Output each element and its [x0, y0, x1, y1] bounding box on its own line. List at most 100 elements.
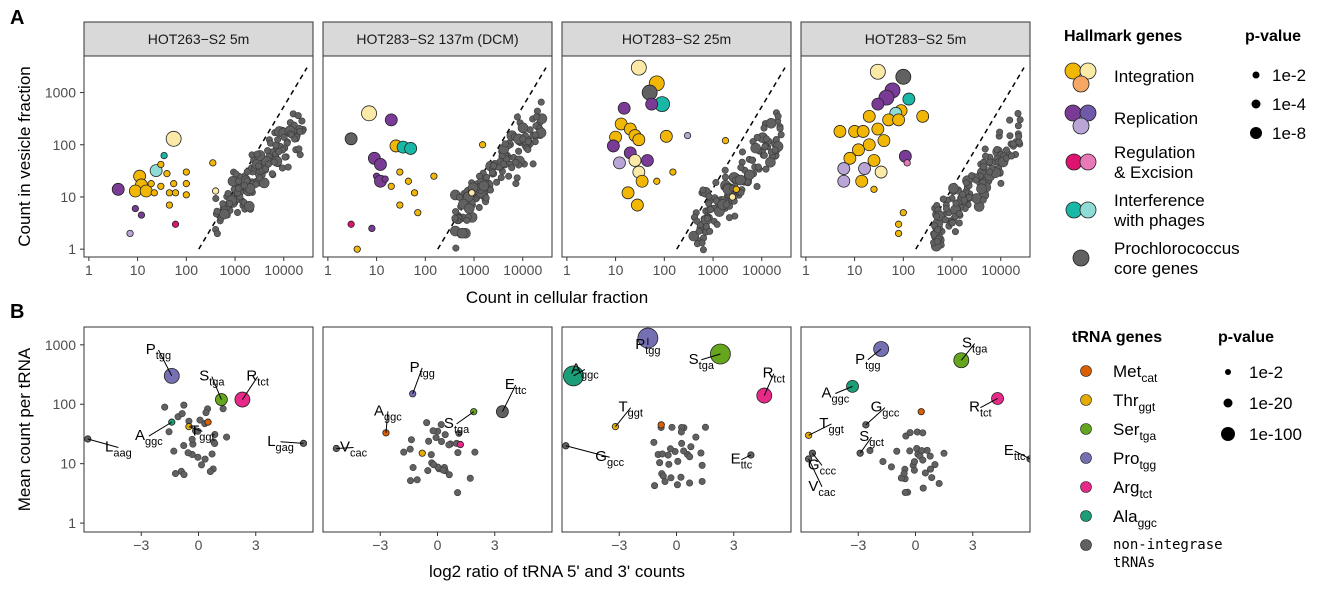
- x-axis-title-b: log2 ratio of tRNA 5' and 3' counts: [429, 562, 685, 581]
- x-tick-label: 10: [608, 262, 624, 278]
- core-gene-point: [524, 146, 532, 154]
- hallmark-gene-point: [869, 63, 886, 80]
- non-integrase-trna-point: [429, 427, 437, 435]
- trna-label-subscript: aag: [113, 448, 131, 460]
- x-tick-label: 100: [414, 262, 438, 278]
- core-gene-point: [955, 209, 963, 217]
- trna-label-subscript: tga: [454, 424, 470, 436]
- hallmark-gene-point: [894, 220, 903, 228]
- y-tick-label: 100: [53, 137, 77, 153]
- x-tick-label: 10: [847, 262, 863, 278]
- trna-point: [917, 408, 925, 416]
- core-gene-point: [997, 179, 1005, 187]
- trna-label: Ggcc: [595, 448, 624, 469]
- core-gene-point: [765, 117, 777, 129]
- trna-label-base: R: [969, 399, 980, 416]
- core-gene-point: [753, 183, 761, 191]
- facet-label: HOT283−S2 137m (DCM): [356, 31, 518, 47]
- hallmark-gene-point: [387, 182, 395, 190]
- legend-trna-label: Argtct: [1113, 478, 1153, 501]
- core-gene-point: [243, 201, 255, 212]
- trna-label-base: S: [689, 351, 699, 368]
- hallmark-gene-point: [430, 172, 438, 180]
- non-integrase-trna-point: [900, 470, 908, 478]
- hallmark-gene-point: [353, 245, 361, 253]
- legend-trna-swatch: [1080, 423, 1092, 435]
- legend-pvalue-b-label: 1e-20: [1249, 394, 1292, 413]
- non-integrase-trna-point: [445, 471, 453, 479]
- trna-label-subscript: tct: [257, 377, 269, 389]
- core-gene-point: [688, 230, 700, 242]
- core-gene-point: [933, 237, 941, 245]
- hallmark-gene-point: [368, 224, 376, 232]
- hallmark-gene-point: [137, 211, 146, 219]
- hallmark-gene-point: [902, 92, 916, 106]
- label-leader: [615, 407, 632, 427]
- core-gene-point: [979, 196, 987, 204]
- label-leader: [385, 411, 389, 433]
- trna-label-base: S: [962, 335, 972, 352]
- hallmark-gene-point: [645, 97, 659, 111]
- hallmark-gene-point: [323, 163, 324, 168]
- trna-label: Tggt: [819, 415, 843, 436]
- core-gene-point: [256, 174, 264, 182]
- core-gene-point: [776, 125, 784, 133]
- core-gene-point: [240, 181, 248, 189]
- core-gene-point: [753, 133, 761, 141]
- trna-label-base: S: [199, 368, 209, 385]
- trna-label-subscript: ggc: [831, 393, 849, 405]
- legend-size-swatch: [1223, 398, 1233, 408]
- non-integrase-trna-point: [471, 448, 479, 456]
- core-gene-point: [762, 165, 770, 173]
- hallmark-gene-point: [641, 84, 658, 101]
- trna-label-base: V: [808, 478, 818, 495]
- hallmark-gene-point: [833, 125, 847, 138]
- legend-size-swatch: [1225, 369, 1231, 375]
- hallmark-gene-point: [131, 204, 139, 213]
- core-gene-point: [744, 169, 755, 181]
- core-gene-point: [533, 107, 541, 115]
- non-integrase-trna-point: [425, 437, 433, 445]
- trna-label-subscript: tga: [209, 377, 225, 389]
- core-gene-point: [1014, 109, 1022, 117]
- x-tick-label: 100: [892, 262, 916, 278]
- core-gene-point: [234, 177, 242, 185]
- core-gene-point: [253, 150, 261, 158]
- legend-hallmark-label: Integration: [1114, 67, 1194, 86]
- trna-point: [456, 440, 464, 449]
- non-integrase-trna-point: [201, 455, 209, 463]
- core-gene-point: [284, 163, 292, 171]
- x-tick-label: −3: [372, 537, 388, 553]
- x-tick-label: 1000: [936, 262, 967, 278]
- non-integrase-trna-point: [194, 453, 202, 461]
- non-integrase-trna-point: [455, 429, 463, 437]
- trna-label-base: P: [855, 351, 865, 368]
- points-layer: [332, 390, 509, 497]
- core-gene-point: [713, 220, 721, 228]
- legend-pvalue-a-label: 1e-4: [1272, 95, 1306, 114]
- label-leader: [412, 367, 423, 394]
- trna-label-base: S: [859, 428, 869, 445]
- x-tick-label: 10000: [981, 262, 1020, 278]
- core-gene-point: [721, 173, 729, 181]
- hallmark-gene-point: [404, 177, 413, 185]
- non-integrase-trna-point: [437, 438, 445, 446]
- core-gene-point: [517, 122, 529, 134]
- non-integrase-trna-point: [697, 449, 705, 457]
- label-leader: [456, 411, 475, 425]
- x-tick-label: 1000: [219, 262, 250, 278]
- trna-label: Ptgg: [635, 336, 660, 357]
- non-integrase-trna-point: [687, 443, 695, 451]
- legend-pvalue-a-title: p-value: [1245, 28, 1301, 45]
- trna-label-subscript: ttc: [515, 385, 527, 397]
- trna-label: Ettc: [1004, 442, 1026, 463]
- trna-label: Aggc: [571, 360, 599, 381]
- label-leader: [763, 373, 775, 396]
- x-tick-label: 1: [324, 262, 332, 278]
- legend-trna-base: Pro: [1113, 449, 1139, 468]
- core-gene-point: [234, 208, 242, 216]
- non-integrase-trna-point: [686, 453, 694, 461]
- core-gene-point: [979, 163, 987, 171]
- trna-label-base: R: [763, 365, 774, 382]
- legend-hallmark-label: Replication: [1114, 109, 1198, 128]
